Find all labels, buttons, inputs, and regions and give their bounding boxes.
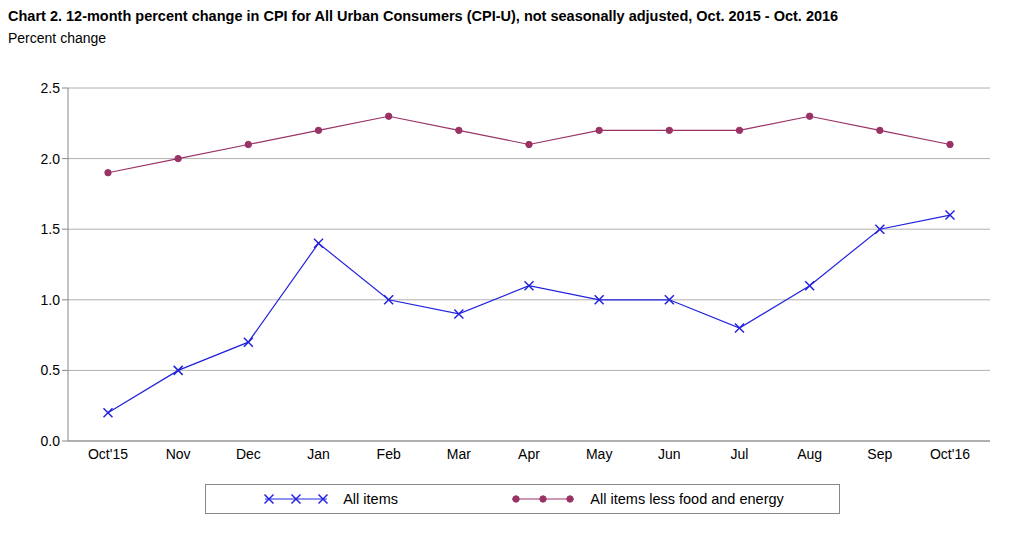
html-text:Chart 2. 12-month percent chan: Chart 2. 12-month percent change in CPI … <box>8 8 839 24</box>
svg-text:Mar: Mar <box>447 446 471 462</box>
svg-text:Jun: Jun <box>658 446 681 462</box>
svg-text:Dec: Dec <box>236 446 261 462</box>
html-text:Percent change: Percent change <box>8 30 107 46</box>
svg-text:Jul: Jul <box>731 446 749 462</box>
svg-text:Jan: Jan <box>307 446 330 462</box>
svg-text:Aug: Aug <box>797 446 822 462</box>
svg-text:Feb: Feb <box>377 446 401 462</box>
svg-text:1.5: 1.5 <box>41 221 61 237</box>
html-text:All items: All items <box>343 491 398 507</box>
svg-text:2.0: 2.0 <box>41 151 61 167</box>
svg-text:2.5: 2.5 <box>41 80 61 96</box>
html-text:All items less food and energy: All items less food and energy <box>590 491 784 507</box>
svg-text:Apr: Apr <box>518 446 540 462</box>
svg-text:May: May <box>586 446 612 462</box>
svg-text:0.0: 0.0 <box>41 433 61 449</box>
svg-text:0.5: 0.5 <box>41 362 61 378</box>
svg-text:1.0: 1.0 <box>41 292 61 308</box>
svg-text:Oct'15: Oct'15 <box>88 446 128 462</box>
svg-text:Sep: Sep <box>867 446 892 462</box>
svg-text:Nov: Nov <box>166 446 191 462</box>
svg-text:Oct'16: Oct'16 <box>930 446 970 462</box>
